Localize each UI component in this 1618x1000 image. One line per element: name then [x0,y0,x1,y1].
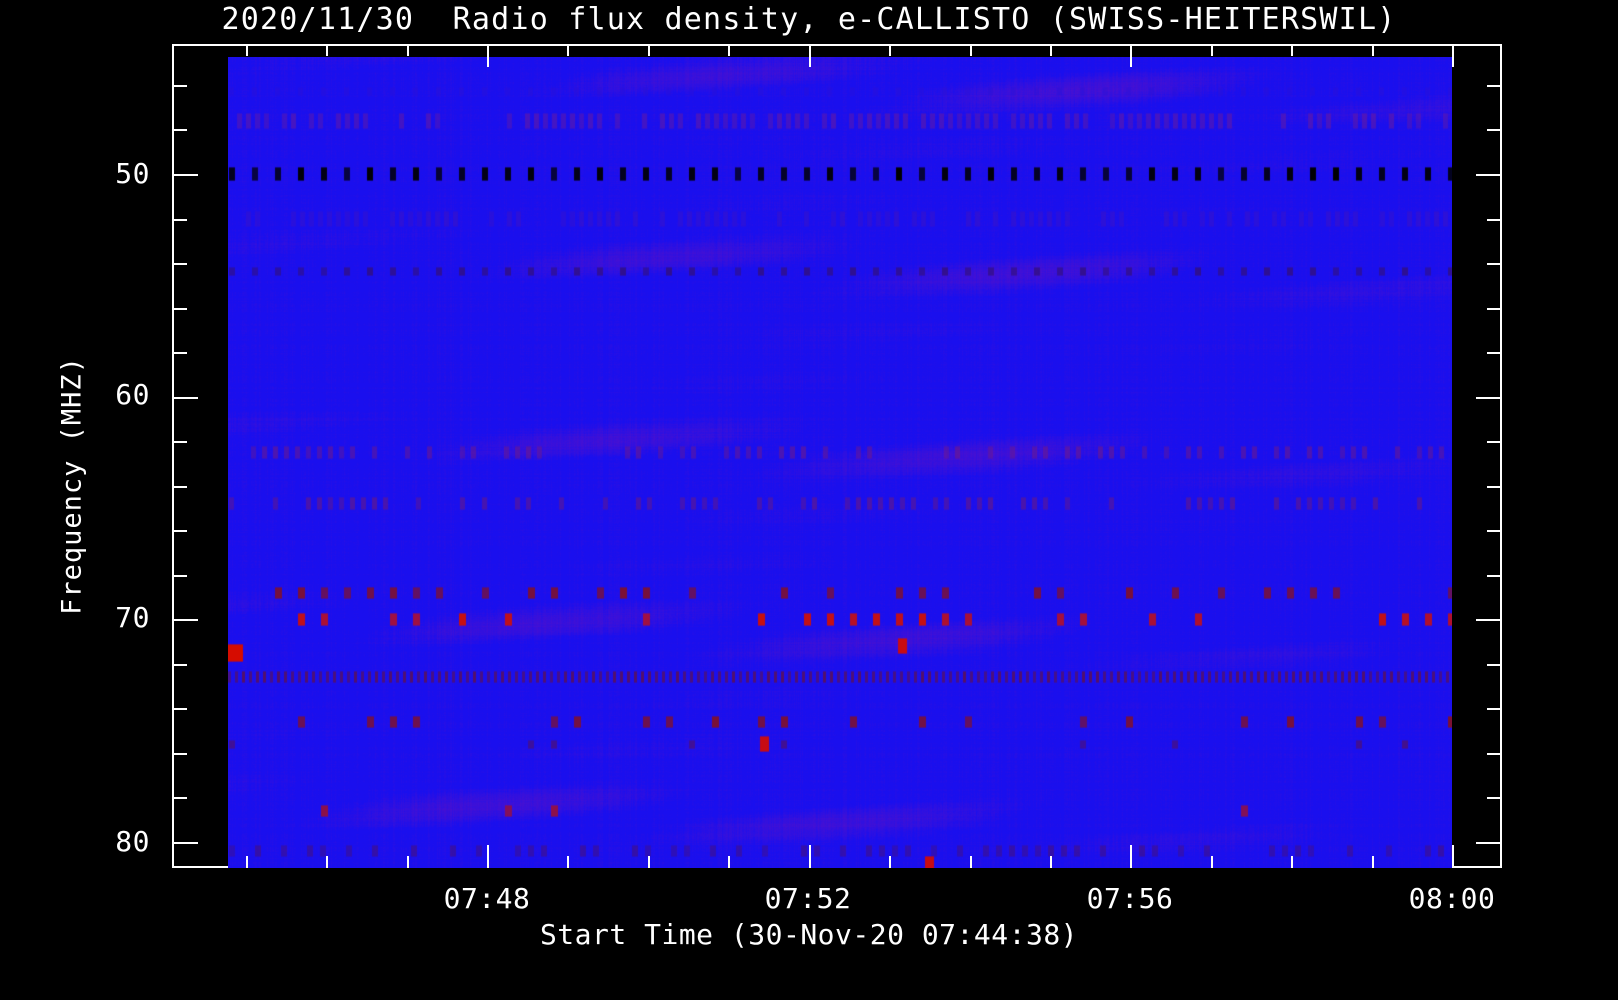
axis-tick [1487,708,1502,710]
axis-tick [172,664,187,666]
axis-tick [567,44,569,56]
x-axis-title: Start Time (30-Nov-20 07:44:38) [539,918,1079,951]
axis-tick [728,856,730,868]
xtick-label-0748: 07:48 [443,882,531,915]
axis-tick [1476,842,1502,844]
axis-tick [172,486,187,488]
axis-tick [1487,263,1502,265]
axis-tick [1476,397,1502,399]
axis-tick [1050,856,1052,868]
axis-tick [809,44,811,67]
axis-tick [172,530,187,532]
axis-tick [172,842,198,844]
axis-tick [172,129,187,131]
axis-tick [1372,856,1374,868]
axis-tick [1211,44,1213,56]
axis-tick [1487,352,1502,354]
axis-tick [1476,619,1502,621]
axis-tick [487,845,489,868]
axis-tick [326,44,328,56]
axis-tick [889,856,891,868]
axis-tick [1452,44,1454,67]
axis-tick [1487,575,1502,577]
axis-tick [648,856,650,868]
xtick-label-0752: 07:52 [764,882,852,915]
axis-tick [728,44,730,56]
axis-tick [1487,308,1502,310]
axis-tick [1487,797,1502,799]
axis-tick [1487,85,1502,87]
ytick-label-50: 50 [115,157,150,190]
xtick-label-0756: 07:56 [1086,882,1174,915]
axis-tick [809,845,811,868]
axis-tick [1050,44,1052,56]
axis-tick [1487,753,1502,755]
axis-tick [889,44,891,56]
axis-tick [1487,441,1502,443]
spectrogram-image [228,57,1452,868]
axis-tick [970,856,972,868]
axis-tick [172,619,198,621]
axis-tick [172,397,198,399]
axis-tick [1291,856,1293,868]
axis-tick [1291,44,1293,56]
axis-tick [172,219,187,221]
axis-tick [567,856,569,868]
ytick-label-70: 70 [115,601,150,634]
axis-tick [172,352,187,354]
page-title: 2020/11/30 Radio flux density, e-CALLIST… [221,2,1397,37]
axis-tick [172,85,187,87]
axis-tick [246,856,248,868]
axis-tick [1487,129,1502,131]
axis-tick [326,856,328,868]
axis-tick [172,575,187,577]
axis-tick [172,708,187,710]
axis-tick [1487,530,1502,532]
axis-tick [1487,486,1502,488]
axis-tick [1130,845,1132,868]
spectrogram-canvas-container [228,57,1452,868]
axis-tick [407,856,409,868]
axis-tick [172,308,187,310]
axis-tick [648,44,650,56]
axis-tick [172,441,187,443]
axis-tick [1372,44,1374,56]
axis-tick [172,263,187,265]
xtick-label-0800: 08:00 [1408,882,1496,915]
axis-tick [246,44,248,56]
axis-tick [970,44,972,56]
axis-tick [1130,44,1132,67]
axis-tick [407,44,409,56]
axis-tick [487,44,489,67]
axis-tick [1452,845,1454,868]
axis-tick [172,797,187,799]
y-axis-title: Frequency (MHZ) [56,356,88,615]
axis-tick [1487,664,1502,666]
ytick-label-80: 80 [115,825,150,858]
axis-tick [1487,219,1502,221]
axis-tick [172,174,198,176]
ytick-label-60: 60 [115,378,150,411]
axis-tick [172,753,187,755]
axis-tick [1211,856,1213,868]
axis-tick [1476,174,1502,176]
